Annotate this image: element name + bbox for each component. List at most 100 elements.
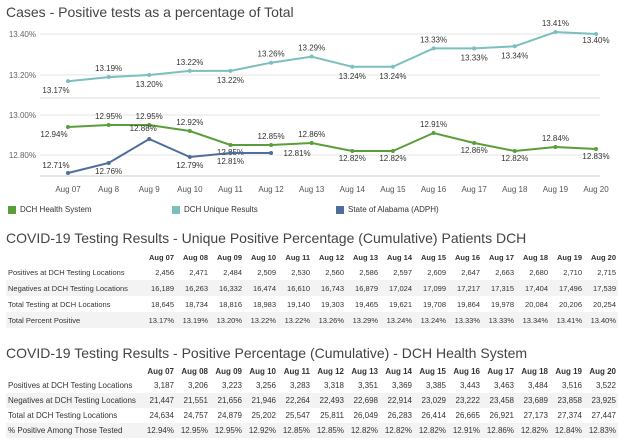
legend-label: DCH Unique Results (184, 205, 258, 214)
data-point (350, 149, 355, 153)
table-cell: 13.33% (448, 312, 482, 328)
table-cell: 3,443 (459, 381, 480, 390)
data-label: 12.76% (95, 167, 122, 176)
row-label: Total at DCH Testing Locations (8, 411, 118, 420)
x-tick-label: Aug 13 (299, 185, 325, 194)
row-label: Positives at DCH Testing Locations (8, 267, 125, 277)
data-label: 12.82% (339, 154, 366, 163)
x-tick-label: Aug 17 (461, 185, 487, 194)
table-cell: 19,864 (457, 299, 480, 309)
column-header: Aug 12 (318, 252, 344, 262)
table-cell: 13.24% (414, 312, 448, 328)
table-cell: 16,743 (312, 280, 346, 296)
table1-title: COVID-19 Testing Results - Unique Positi… (6, 230, 527, 246)
table-cell: 19,621 (389, 299, 412, 309)
table-cell: 27,173 (523, 411, 548, 420)
table-cell: 3,463 (493, 381, 514, 390)
table-cell: 18,816 (219, 299, 242, 309)
table-cell: 12.82% (414, 423, 448, 438)
column-header: Aug 10 (250, 252, 276, 262)
column-header: Aug 08 (182, 252, 208, 262)
table-cell: 18,645 (151, 299, 174, 309)
data-point (431, 131, 436, 135)
data-point (228, 151, 233, 155)
row-label: Negatives at DCH Testing Locations (6, 280, 142, 296)
table-cell: 12.85% (312, 423, 346, 438)
column-header: Aug 15 (420, 252, 446, 262)
row-label: Negatives at DCH Testing Locations (6, 393, 142, 408)
table-cell: 17,315 (482, 280, 516, 296)
table-cell: 18,734 (185, 299, 208, 309)
x-tick-label: Aug 20 (583, 185, 609, 194)
column-header: Aug 10 (249, 366, 276, 376)
header-blank (6, 250, 142, 264)
data-label: 13.40% (582, 36, 609, 45)
row-label: % Positive Among Those Tested (6, 423, 142, 438)
column-header: Aug 07 (148, 252, 174, 262)
x-tick-label: Aug 15 (380, 185, 406, 194)
column-header: Aug 11 (283, 366, 310, 376)
table-cell: 20,084 (525, 299, 548, 309)
data-label: 12.71% (42, 161, 69, 170)
data-point (106, 75, 111, 80)
data-label: 13.29% (298, 44, 325, 53)
table-cell: 2,456 (155, 267, 174, 277)
table-cell: 3,369 (391, 381, 412, 390)
table-cell: 19,465 (355, 299, 378, 309)
table-cell: 27,374 (557, 411, 582, 420)
table-cell: 21,447 (142, 393, 176, 408)
table-cell: 3,283 (289, 381, 310, 390)
table-cell: 2,609 (427, 267, 446, 277)
data-label: 12.86% (298, 130, 325, 139)
y-tick-label: 12.80% (9, 151, 36, 160)
table-cell: 26,665 (455, 411, 480, 420)
table-cell: 16,263 (176, 280, 210, 296)
table-dch-health-system: Aug 07 Aug 08 Aug 09 Aug 10 Aug 11 Aug 12 Aug … (6, 364, 618, 438)
table-cell: 12.83% (584, 423, 618, 438)
data-label: 13.22% (217, 76, 244, 85)
table-row: Negatives at DCH Testing Locations 16,189… (6, 280, 618, 296)
table-cell: 19,140 (287, 299, 310, 309)
data-point (269, 151, 274, 155)
table-cell: 13.34% (516, 312, 550, 328)
data-label: 12.95% (95, 112, 122, 121)
data-point (350, 64, 355, 69)
column-header: Aug 16 (453, 366, 480, 376)
data-point (553, 145, 558, 149)
x-tick-label: Aug 07 (55, 185, 81, 194)
table-cell: 22,914 (380, 393, 414, 408)
table-cell: 24,634 (149, 411, 174, 420)
table-row: Positives at DCH Testing Locations 3,187 3… (6, 378, 618, 393)
table-cell: 13.29% (346, 312, 380, 328)
table-cell: 3,206 (187, 381, 208, 390)
data-point (594, 147, 598, 151)
data-point (187, 155, 192, 159)
legend-dch-health-system[interactable]: DCH Health System (8, 205, 92, 214)
table-cell: 17,404 (516, 280, 550, 296)
table-cell: 13.22% (278, 312, 312, 328)
y-tick-label: 13.20% (9, 71, 36, 80)
table-cell: 17,539 (584, 280, 618, 296)
data-point (106, 123, 111, 127)
table-cell: 19,303 (321, 299, 344, 309)
legend-dch-unique-results[interactable]: DCH Unique Results (172, 205, 258, 214)
data-label: 12.94% (40, 130, 67, 139)
data-point (309, 54, 314, 59)
table-header-row: Aug 07 Aug 08 Aug 09 Aug 10 Aug 11 Aug 12 Aug … (6, 364, 618, 378)
data-label: 12.91% (420, 120, 447, 129)
data-label: 13.24% (339, 72, 366, 81)
data-label: 13.33% (420, 35, 447, 44)
legend-state-of-alabama[interactable]: State of Alabama (ADPH) (336, 205, 439, 214)
table-cell: 13.41% (550, 312, 584, 328)
data-label: 12.82% (379, 154, 406, 163)
column-header: Aug 13 (352, 252, 378, 262)
table-cell: 12.84% (550, 423, 584, 438)
column-header: Aug 14 (385, 366, 412, 376)
header-blank (6, 364, 142, 378)
y-tick-label: 13.00% (9, 111, 36, 120)
table-cell: 13.19% (176, 312, 210, 328)
data-label: 12.81% (284, 149, 311, 158)
table-row: Total Percent Positive 13.17% 13.19% 13.20%… (6, 312, 618, 328)
column-header: Aug 20 (589, 366, 616, 376)
table-cell: 27,447 (591, 411, 616, 420)
